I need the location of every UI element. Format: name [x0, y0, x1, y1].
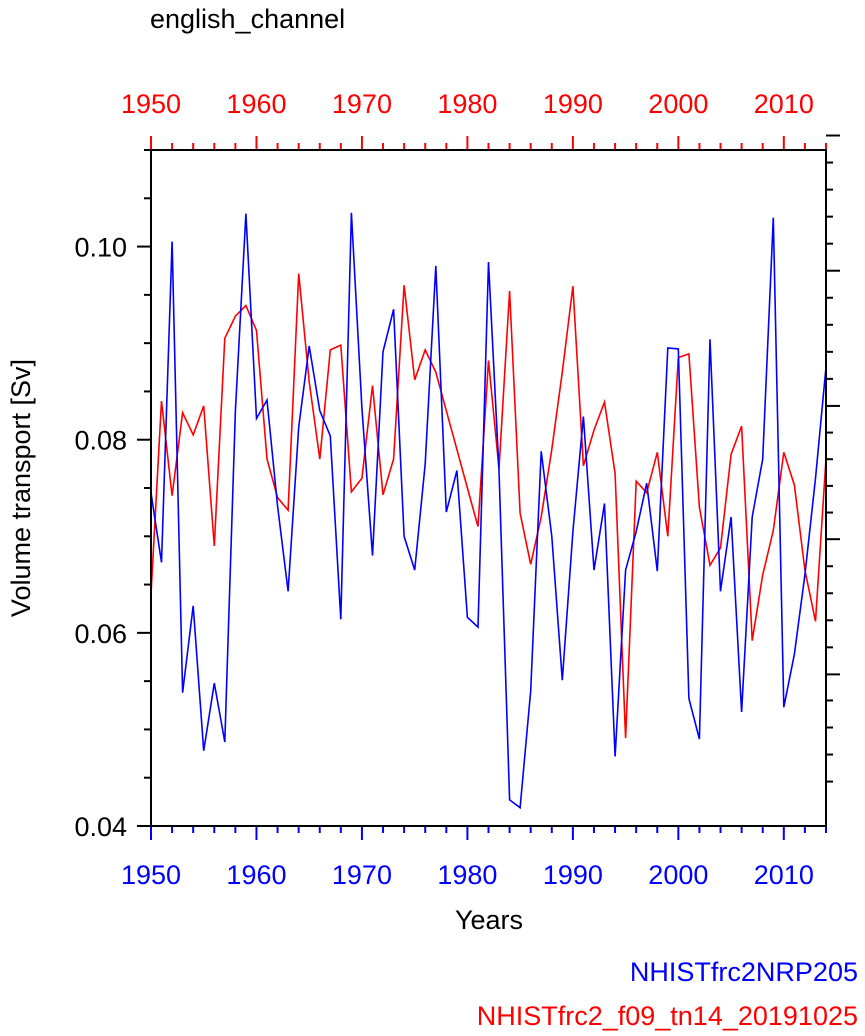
bottom-x-tick-label: 1990	[543, 860, 603, 890]
bottom-x-tick-label: 1980	[437, 860, 497, 890]
top-x-tick-label: 1990	[543, 89, 603, 119]
bottom-x-tick-label: 1970	[332, 860, 392, 890]
top-x-tick-label: 1960	[226, 89, 286, 119]
chart-title: english_channel	[150, 4, 345, 34]
series-layer	[150, 212, 827, 810]
series-line-red	[150, 273, 827, 739]
top-x-tick-label: 2010	[754, 89, 814, 119]
y-tick-label: 0.04	[74, 812, 127, 842]
bottom-x-tick-label: 2010	[754, 860, 814, 890]
x-axis-label: Years	[455, 905, 523, 935]
y-tick-label: 0.06	[74, 619, 127, 649]
top-x-tick-label: 1970	[332, 89, 392, 119]
legend-entry-red: NHISTfrc2_f09_tn14_20191025	[477, 1001, 858, 1031]
bottom-x-tick-label: 2000	[648, 860, 708, 890]
plot-frame	[150, 149, 827, 827]
y-tick-label: 0.08	[74, 426, 127, 456]
y-tick-label: 0.10	[74, 233, 127, 263]
y-axis-label: Volume transport [Sv]	[6, 359, 36, 617]
top-x-tick-label: 1950	[121, 89, 181, 119]
axis-ticks-layer: 1950 1960 1970 1980 1990 2000 2010 1950 1960 1970…	[74, 89, 840, 890]
legend-entry-blue: NHISTfrc2NRP205	[630, 957, 858, 987]
bottom-x-tick-label: 1950	[121, 860, 181, 890]
series-line-blue	[150, 212, 827, 810]
bottom-x-tick-label: 1960	[226, 860, 286, 890]
top-x-tick-label: 1980	[437, 89, 497, 119]
top-x-tick-label: 2000	[648, 89, 708, 119]
